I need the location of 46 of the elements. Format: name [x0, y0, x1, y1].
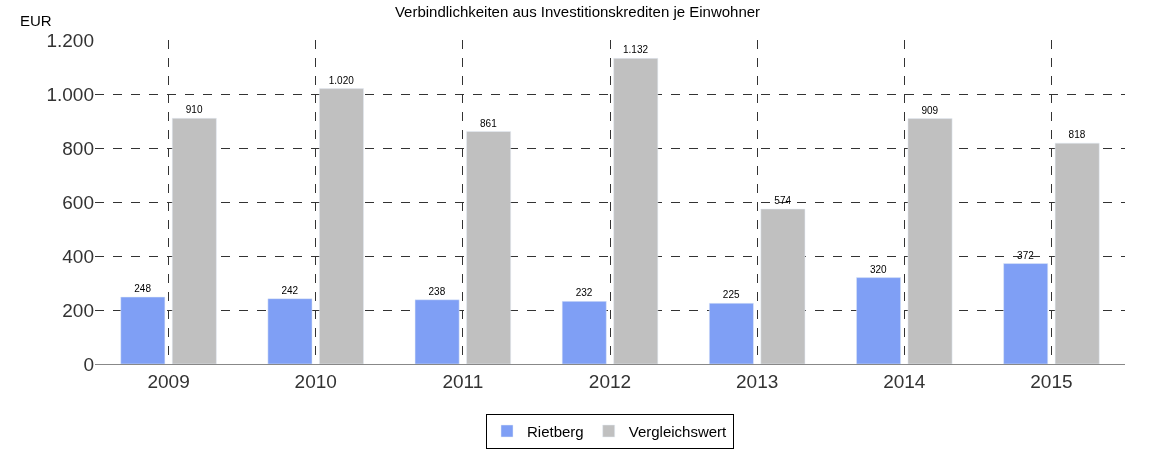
y-tick-label: 600: [62, 191, 94, 213]
x-tick-label: 2012: [588, 370, 632, 392]
data-label: 320: [869, 263, 888, 275]
x-tick-label: 2010: [294, 370, 337, 392]
data-label: 574: [774, 195, 792, 207]
data-label: 909: [921, 104, 939, 116]
bar: [172, 118, 217, 364]
data-label: 232: [575, 287, 593, 299]
bar: [319, 88, 364, 364]
y-tick-label: 0: [83, 353, 94, 375]
y-tick-label: 200: [62, 299, 94, 321]
bar: [760, 208, 806, 364]
y-tick-label: 1.000: [46, 83, 94, 105]
y-axis-title: EUR: [20, 12, 52, 29]
bar: [414, 299, 460, 364]
data-label: 225: [722, 289, 740, 301]
data-label: 242: [281, 284, 299, 296]
data-label: 238: [428, 285, 446, 297]
y-tick-label: 1.200: [46, 29, 94, 51]
bar: [267, 298, 313, 364]
bar: [907, 118, 953, 364]
bar: [1003, 263, 1048, 364]
data-label: 248: [134, 283, 152, 295]
x-tick-label: 2014: [883, 370, 926, 392]
x-tick-label: 2011: [442, 370, 484, 392]
y-tick-label: 400: [62, 245, 94, 267]
bar: [120, 296, 166, 364]
chart-title: Verbindlichkeiten aus Investitionskrediten je Einwohner: [394, 3, 761, 21]
data-label: 1.020: [328, 74, 355, 86]
bar: [613, 58, 659, 364]
x-tick-label: 2013: [736, 370, 779, 392]
x-tick-label: 2015: [1030, 370, 1073, 392]
x-tick-label: 2009: [147, 370, 190, 392]
legend-label: Rietberg: [527, 422, 584, 440]
data-label: 1.132: [623, 44, 649, 56]
bar: [561, 301, 607, 364]
bar: [856, 277, 901, 364]
data-label: 861: [480, 117, 498, 129]
y-tick-label: 800: [62, 137, 94, 159]
legend-label: Vergleichswert: [628, 422, 728, 440]
data-label: 818: [1068, 129, 1086, 141]
data-label: 372: [1017, 249, 1035, 261]
bar: [709, 303, 754, 364]
data-label: 910: [185, 104, 203, 116]
bar: [1054, 142, 1100, 364]
bar: [466, 131, 511, 364]
